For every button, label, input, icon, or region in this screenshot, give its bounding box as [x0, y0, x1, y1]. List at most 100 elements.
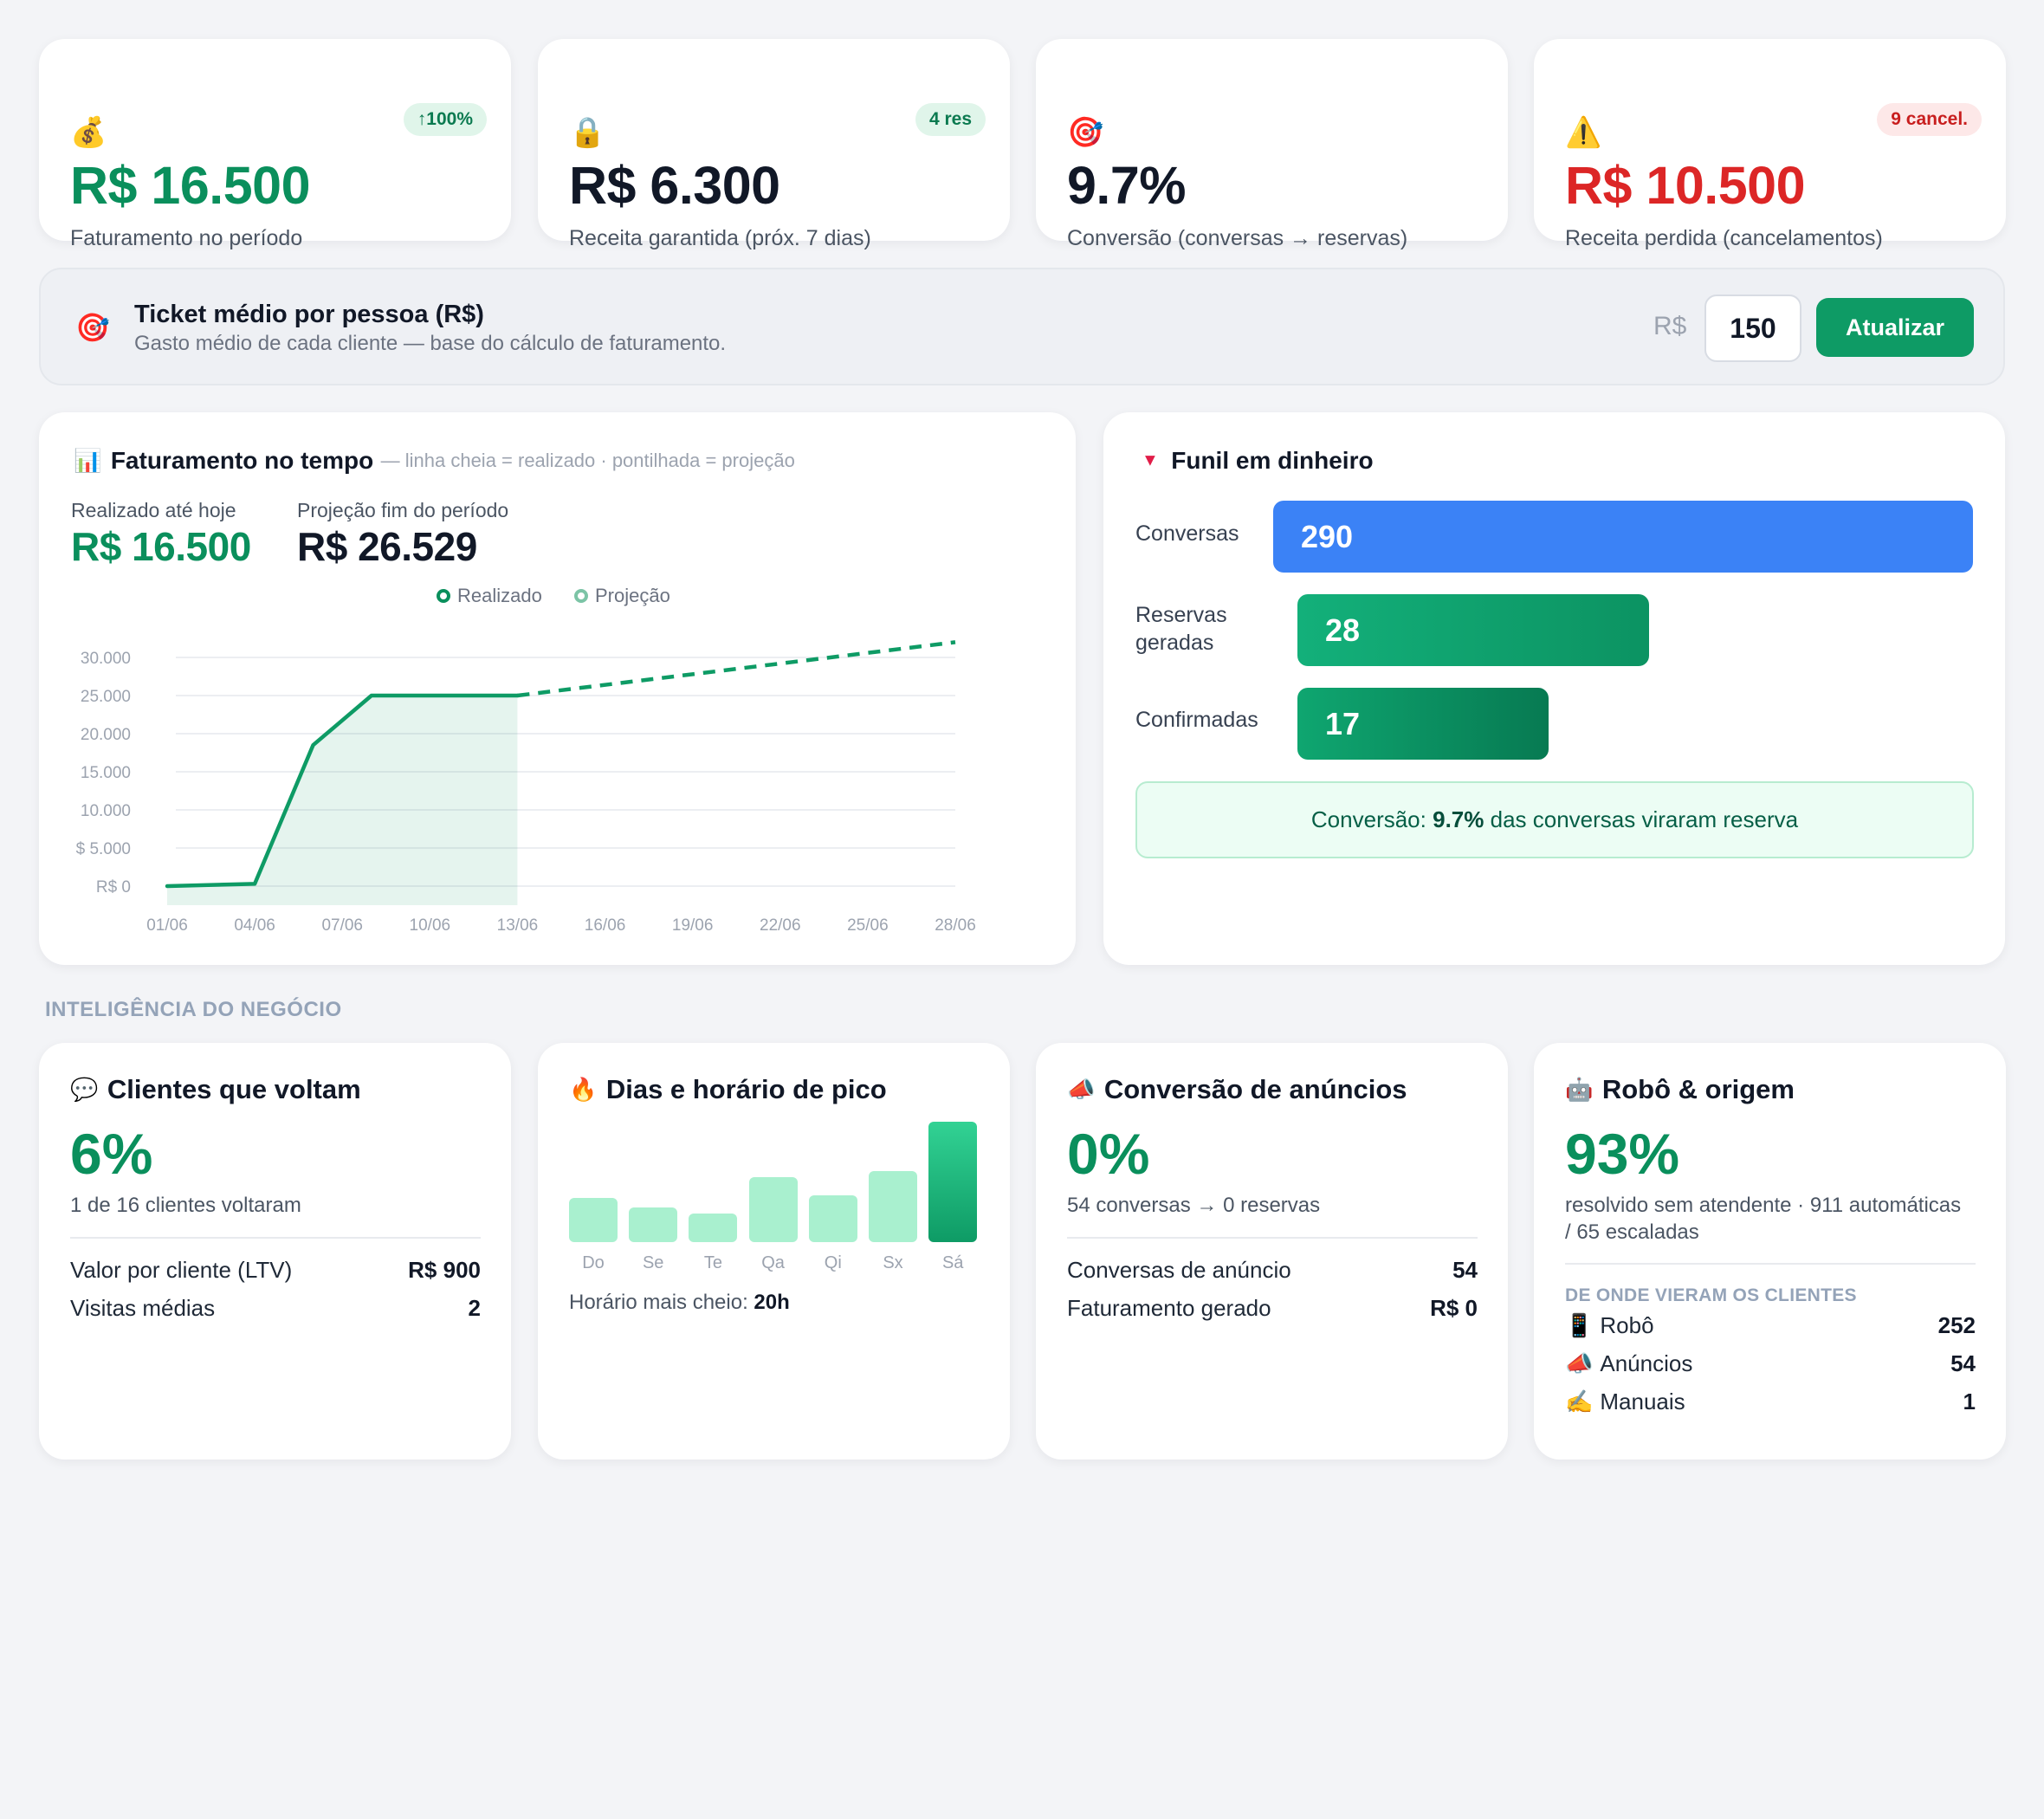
- funnel-label-reservations: Reservas geradas: [1135, 603, 1227, 655]
- returning-header: 💬 Clientes que voltam: [70, 1074, 361, 1105]
- x-tick-label: 16/06: [585, 916, 626, 935]
- kpi-card-lost: ⚠️ 9 cancel. R$ 10.500 Receita perdida (…: [1534, 39, 2006, 250]
- row-label: Valor por cliente (LTV): [70, 1257, 293, 1283]
- peak-day-bar: [928, 1122, 978, 1242]
- returning-clients-card: 💬 Clientes que voltam 6% 1 de 16 cliente…: [39, 1043, 511, 1460]
- returning-title: Clientes que voltam: [107, 1074, 361, 1104]
- x-tick-label: 07/06: [321, 916, 363, 935]
- revenue-chart-card: 📊 Faturamento no tempo — linha cheia = r…: [39, 412, 1076, 965]
- peak-day-label: Qi: [824, 1253, 842, 1272]
- kpi-card-revenue: 💰 ↑100% R$ 16.500 Faturamento no período: [39, 39, 511, 250]
- peak-day-label: Sx: [883, 1253, 903, 1272]
- row-value: R$ 0: [1430, 1295, 1478, 1321]
- funnel-bar-confirmed: 17: [1297, 688, 1549, 760]
- funnel-conversion-note: Conversão: 9.7% das conversas viraram re…: [1135, 781, 1974, 858]
- y-tick-label: 25.000: [81, 688, 131, 706]
- funnel-header: ▼ Funil em dinheiro: [1142, 447, 1374, 475]
- peak-days-card: 🔥 Dias e horário de pico Do Se Te Qa Qi Sx Sá …: [538, 1043, 1010, 1460]
- kpi-value: 9.7%: [1067, 156, 1187, 215]
- megaphone-icon: 📣: [1067, 1076, 1096, 1103]
- funnel-card: ▼ Funil em dinheiro Conversas 290 Reserv…: [1103, 412, 2005, 965]
- legend-projection[interactable]: Projeção: [574, 585, 670, 607]
- update-button[interactable]: Atualizar: [1816, 298, 1974, 357]
- y-tick-label: 10.000: [81, 802, 131, 820]
- funnel-label-conversations: Conversas: [1135, 521, 1239, 546]
- kpi-card-conversion: 🎯 9.7% Conversão (conversas → reservas): [1036, 39, 1508, 250]
- peak-hour-value: 20h: [754, 1291, 790, 1314]
- realized-line: [165, 693, 520, 889]
- phone-icon: 📱: [1565, 1312, 1594, 1338]
- y-tick-label: 30.000: [81, 650, 131, 668]
- legend-projection-marker: [574, 589, 588, 603]
- legend-realized[interactable]: Realizado: [437, 585, 542, 607]
- lock-icon: 🔒: [569, 116, 606, 149]
- kpi-label: Receita garantida (próx. 7 dias): [569, 226, 871, 250]
- note-value: 9.7%: [1433, 806, 1484, 832]
- y-tick-label: 15.000: [81, 764, 131, 782]
- peak-day-bar: [569, 1198, 618, 1242]
- ticket-subtitle: Gasto médio de cada cliente — base do cá…: [134, 332, 727, 355]
- origin-row-ads: 📣 Anúncios 54: [1565, 1350, 1976, 1385]
- peak-day-bar: [629, 1207, 678, 1242]
- writing-hand-icon: ✍️: [1565, 1389, 1594, 1414]
- divider: [1067, 1237, 1478, 1239]
- row-label: Anúncios: [1600, 1350, 1693, 1376]
- currency-prefix: R$: [1653, 312, 1687, 340]
- peak-day-bar: [869, 1171, 917, 1242]
- x-tick-label: 01/06: [146, 916, 188, 935]
- robot-desc: resolvido sem atendente · 911 automática…: [1565, 1194, 1962, 1244]
- peak-title: Dias e horário de pico: [605, 1074, 887, 1104]
- realized-value: R$ 16.500: [71, 524, 251, 569]
- y-tick-label: $ 5.000: [76, 840, 131, 858]
- megaphone-icon: 📣: [1565, 1350, 1594, 1376]
- target-icon: 🎯: [1067, 116, 1104, 149]
- robot-value: 93%: [1565, 1122, 1680, 1186]
- x-tick-label: 25/06: [847, 916, 889, 935]
- x-tick-label: 22/06: [760, 916, 801, 935]
- kpi-value: R$ 6.300: [569, 156, 780, 215]
- revenue-chart-header: 📊 Faturamento no tempo — linha cheia = r…: [74, 447, 795, 475]
- robot-origin-card: 🤖 Robô & origem 93% resolvido sem atende…: [1534, 1043, 2006, 1460]
- revenue-chart-title: Faturamento no tempo: [110, 447, 374, 474]
- robot-title: Robô & origem: [1601, 1074, 1795, 1104]
- ticket-input[interactable]: [1704, 295, 1801, 362]
- bar-chart-icon: 📊: [74, 447, 102, 474]
- row-value: R$ 900: [408, 1257, 481, 1283]
- projection-line: [517, 640, 956, 698]
- money-bag-icon: 💰: [70, 116, 107, 149]
- triangle-down-icon: ▼: [1142, 450, 1159, 470]
- peak-hour: Horário mais cheio: 20h: [569, 1291, 790, 1315]
- kpi-value: R$ 10.500: [1565, 156, 1806, 215]
- row-label: Visitas médias: [70, 1295, 216, 1321]
- projection-value: R$ 26.529: [297, 524, 477, 569]
- row-value: 252: [1937, 1312, 1976, 1338]
- row-value: 2: [468, 1295, 481, 1321]
- legend-projection-label: Projeção: [595, 585, 670, 606]
- legend-realized-label: Realizado: [457, 585, 542, 606]
- funnel-label-confirmed: Confirmadas: [1135, 708, 1258, 732]
- kpi-value: R$ 16.500: [70, 156, 311, 215]
- row-label: Manuais: [1600, 1389, 1685, 1414]
- section-title: INTELIGÊNCIA DO NEGÓCIO: [45, 998, 342, 1021]
- robot-icon: 🤖: [1565, 1076, 1594, 1103]
- visits-row: Visitas médias 2: [70, 1295, 481, 1330]
- peak-day-label: Do: [582, 1253, 605, 1272]
- peak-day-bar: [748, 1177, 798, 1242]
- ads-value: 0%: [1067, 1122, 1150, 1186]
- returning-value: 6%: [70, 1122, 153, 1186]
- x-tick-label: 04/06: [234, 916, 275, 935]
- peak-hour-label: Horário mais cheio:: [569, 1291, 748, 1314]
- x-tick-label: 13/06: [497, 916, 539, 935]
- projection-label: Projeção fim do período: [297, 499, 509, 521]
- revenue-chart-note: — linha cheia = realizado · pontilhada =…: [380, 450, 795, 471]
- x-tick-label: 28/06: [935, 916, 976, 935]
- peak-day-bar: [808, 1195, 857, 1242]
- target-icon: 🎯: [75, 312, 110, 343]
- cancellations-badge: 9 cancel.: [1877, 103, 1982, 136]
- peak-header: 🔥 Dias e horário de pico: [569, 1074, 887, 1105]
- row-value: 54: [1452, 1257, 1478, 1283]
- row-value: 1: [1963, 1389, 1976, 1414]
- kpi-card-guaranteed: 🔒 4 res R$ 6.300 Receita garantida (próx…: [538, 39, 1010, 250]
- robot-header: 🤖 Robô & origem: [1565, 1074, 1795, 1105]
- row-value: 54: [1950, 1350, 1976, 1376]
